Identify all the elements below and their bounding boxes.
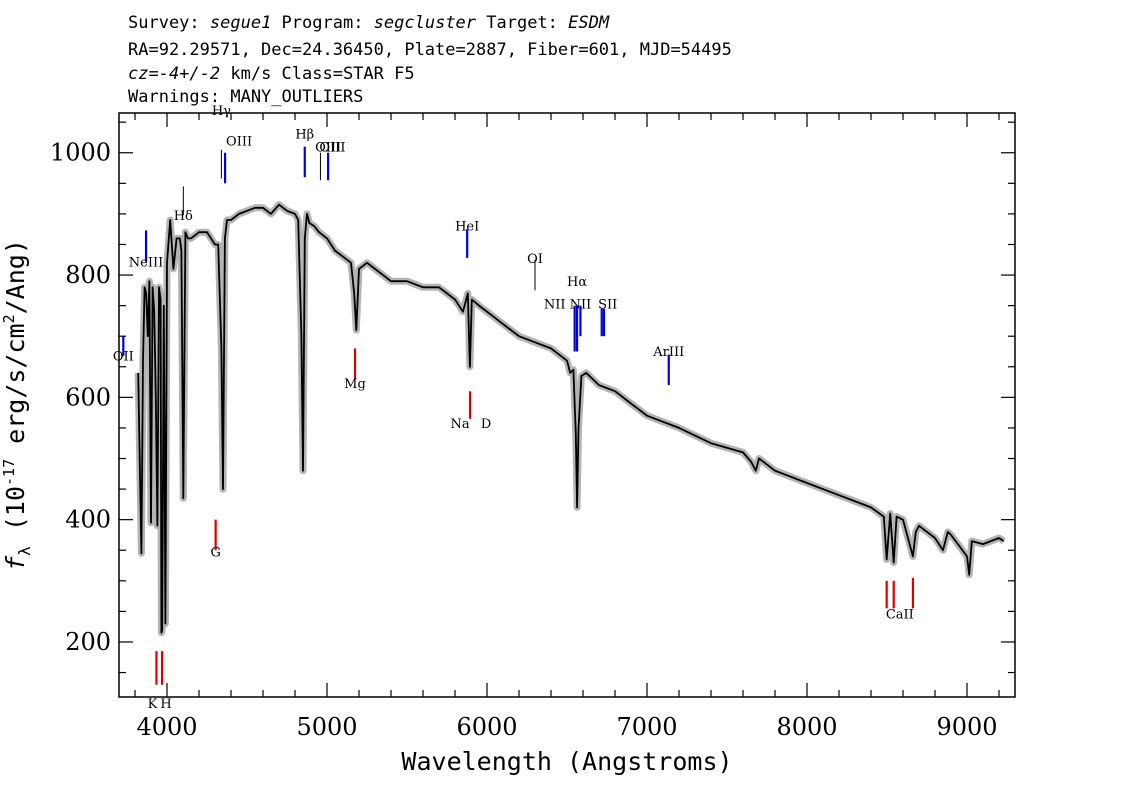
emission-line-label: Hβ xyxy=(295,128,314,143)
y-tick-label: 1000 xyxy=(50,139,111,167)
absorption-line-label: CaII xyxy=(886,608,914,623)
emission-line-label: ArIII xyxy=(652,345,684,360)
x-tick-label: 6000 xyxy=(456,713,517,741)
absorption-line-label: G xyxy=(210,545,220,560)
x-axis-title: Wavelength (Angstroms) xyxy=(401,747,732,776)
flux-series-line xyxy=(137,203,1005,634)
emission-line-label: HeI xyxy=(455,219,479,234)
x-tick-label: 7000 xyxy=(616,713,677,741)
header-line-coordinates: RA=92.29571, Dec=24.36450, Plate=2887, F… xyxy=(128,40,732,60)
plot-frame xyxy=(118,112,1016,698)
y-tick-label: 800 xyxy=(65,261,111,289)
emission-line-label: OI xyxy=(527,252,543,267)
absorption-line-label: D xyxy=(481,417,491,432)
absorption-line-label: Mg xyxy=(344,377,366,392)
emission-line-label: SII xyxy=(598,298,617,313)
header-line-warnings: Warnings: MANY_OUTLIERS xyxy=(128,87,363,107)
x-tick-label: 4000 xyxy=(136,713,197,741)
y-tick-label: 200 xyxy=(65,628,111,656)
header-line-survey: Survey: segue1 Program: segcluster Targe… xyxy=(128,13,610,33)
emission-line-label: NeIII xyxy=(129,255,163,270)
emission-line-label: Hδ xyxy=(174,209,193,224)
x-tick-label: 5000 xyxy=(296,713,357,741)
x-tick-label: 8000 xyxy=(776,713,837,741)
y-tick-label: 600 xyxy=(65,383,111,411)
plot-inner xyxy=(134,201,1006,637)
emission-line-label: NII xyxy=(544,298,566,313)
absorption-line-label: H xyxy=(160,697,171,712)
emission-line-label: OIII xyxy=(315,141,341,156)
emission-line-label: OII xyxy=(113,350,134,365)
emission-line-label: Hα xyxy=(567,275,587,290)
absorption-line-label: Na xyxy=(450,417,469,432)
absorption-line-label: K xyxy=(148,697,158,712)
header-line-redshift-class: cz=-4+/-2 km/s Class=STAR F5 xyxy=(128,64,415,84)
y-axis-title: fλ (10-17 erg/s/cm2/Ang) xyxy=(0,239,34,571)
x-tick-label: 9000 xyxy=(936,713,997,741)
emission-line-label: Hγ xyxy=(212,104,231,119)
y-tick-label: 400 xyxy=(65,506,111,534)
emission-line-label: OIII xyxy=(319,141,345,156)
emission-line-label: NII xyxy=(570,298,592,313)
flux-error-band xyxy=(134,201,1006,637)
emission-line-label: OIII xyxy=(226,134,252,149)
